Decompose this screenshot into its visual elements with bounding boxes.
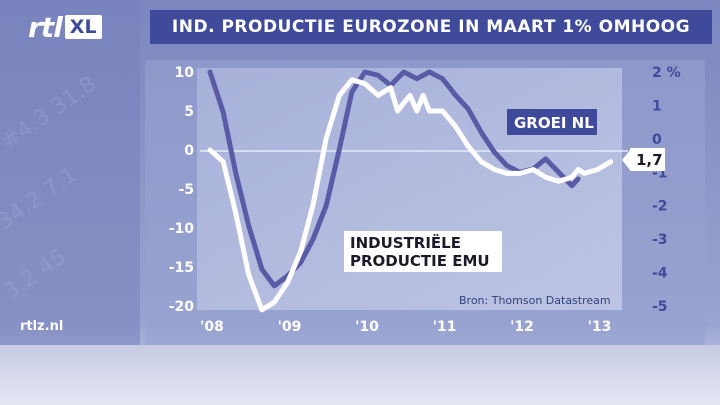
right-axis-tick-label: 1 bbox=[652, 98, 662, 114]
right-axis-tick-label: -2 bbox=[652, 199, 668, 215]
nl-label-text: GROEI NL bbox=[514, 114, 594, 132]
left-axis-tick-label: 0 bbox=[184, 143, 194, 159]
logo-text: rtl bbox=[28, 10, 63, 44]
right-axis-tick-label: 2 % bbox=[652, 65, 681, 81]
emu-series-line bbox=[207, 77, 614, 313]
emu-label-line-2: PRODUCTIE EMU bbox=[350, 252, 490, 270]
right-axis-tick-label: -4 bbox=[652, 266, 668, 282]
left-axis-tick-label: 10 bbox=[175, 65, 195, 81]
latest-value-text: 1,7 bbox=[636, 151, 663, 169]
right-axis-tick-label: -5 bbox=[652, 299, 668, 315]
x-axis-tick-label: '12 bbox=[510, 319, 534, 335]
left-axis-tick-label: -5 bbox=[178, 182, 194, 198]
left-axis-tick-label: 5 bbox=[184, 104, 194, 120]
right-axis-tick-label: 0 bbox=[652, 132, 662, 148]
x-axis-tick-label: '09 bbox=[278, 319, 302, 335]
latest-value-callout: 1,7 bbox=[622, 148, 665, 171]
site-url: rtlz.nl bbox=[20, 319, 64, 334]
logo-badge: XL bbox=[64, 15, 102, 39]
rtl-xl-logo: rtl XL bbox=[28, 8, 102, 46]
x-axis-tick-label: '11 bbox=[433, 319, 457, 335]
nl-series-label: GROEI NL bbox=[507, 109, 597, 135]
right-axis-tick-label: -3 bbox=[652, 232, 668, 248]
emu-label-line-1: INDUSTRIËLE bbox=[350, 233, 461, 252]
emu-series-label: INDUSTRIËLE PRODUCTIE EMU bbox=[344, 231, 502, 272]
left-axis-tick-label: -20 bbox=[169, 299, 195, 315]
left-axis-tick-label: -15 bbox=[169, 260, 194, 276]
x-axis-tick-label: '08 bbox=[200, 319, 224, 335]
headline-title: IND. PRODUCTIE EUROZONE IN MAART 1% OMHO… bbox=[150, 10, 712, 44]
x-axis-tick-label: '13 bbox=[588, 319, 612, 335]
x-axis-tick-label: '10 bbox=[355, 319, 379, 335]
left-axis-tick-label: -10 bbox=[169, 221, 195, 237]
source-note: Bron: Thomson Datastream bbox=[459, 294, 611, 307]
